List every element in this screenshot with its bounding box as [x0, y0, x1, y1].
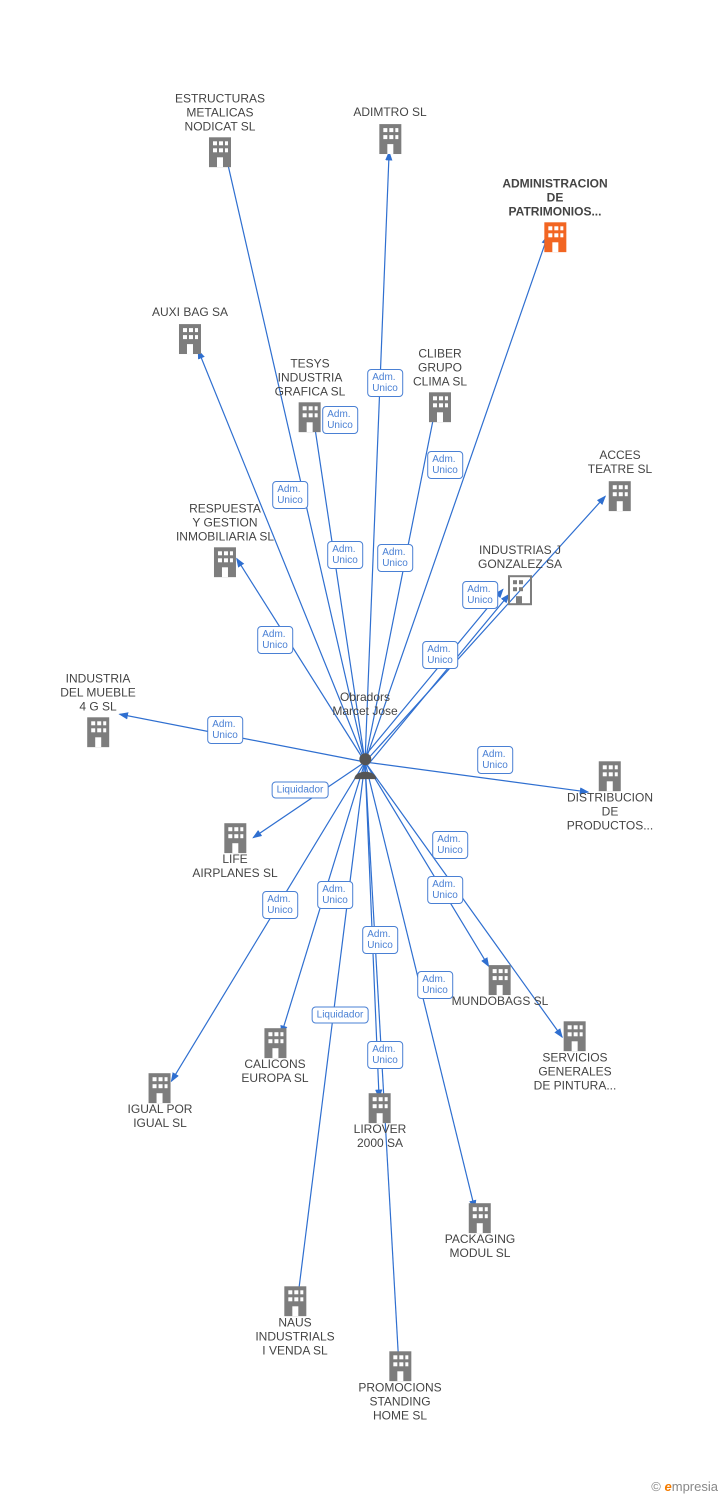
edge-label: Adm. Unico [417, 971, 453, 999]
company-node: PACKAGING MODUL SL [445, 1199, 515, 1261]
company-node-label: ESTRUCTURAS METALICAS NODICAT SL [175, 92, 265, 133]
building-icon [255, 1284, 334, 1316]
building-icon [354, 1091, 407, 1123]
building-icon [478, 574, 562, 606]
edge-label: Adm. Unico [367, 1041, 403, 1069]
company-node: ADMINISTRACION DE PATRIMONIOS... [502, 177, 607, 252]
company-node: AUXI BAG SA [152, 306, 228, 354]
edge-label: Adm. Unico [272, 481, 308, 509]
building-icon [588, 479, 652, 511]
company-node: MUNDOBAGS SL [452, 961, 549, 1009]
company-node: INDUSTRIA DEL MUEBLE 4 G SL [60, 672, 136, 747]
person-icon [332, 751, 397, 779]
edge-label: Adm. Unico [477, 746, 513, 774]
building-icon [534, 1019, 617, 1051]
edge-label: Adm. Unico [257, 626, 293, 654]
company-node: INDUSTRIAS J GONZALEZ SA [478, 544, 562, 606]
company-node-label: NAUS INDUSTRIALS I VENDA SL [255, 1316, 334, 1357]
edge-label: Adm. Unico [362, 926, 398, 954]
company-node: SERVICIOS GENERALES DE PINTURA... [534, 1017, 617, 1092]
edge-label: Adm. Unico [427, 876, 463, 904]
edge-label: Adm. Unico [327, 541, 363, 569]
company-node-label: INDUSTRIA DEL MUEBLE 4 G SL [60, 672, 136, 713]
building-icon [445, 1201, 515, 1233]
brand-rest: mpresia [672, 1479, 718, 1494]
building-icon [60, 716, 136, 748]
building-icon [128, 1071, 193, 1103]
company-node: IGUAL POR IGUAL SL [128, 1069, 193, 1131]
edge-label: Adm. Unico [367, 369, 403, 397]
company-node-label: RESPUESTA Y GESTION INMOBILIARIA SL [176, 502, 274, 543]
building-icon [152, 322, 228, 354]
company-node-label: ADMINISTRACION DE PATRIMONIOS... [502, 177, 607, 218]
company-node-label: PACKAGING MODUL SL [445, 1233, 515, 1261]
edge-label: Adm. Unico [322, 406, 358, 434]
edge-label: Adm. Unico [317, 881, 353, 909]
company-node: PROMOCIONS STANDING HOME SL [358, 1347, 441, 1422]
company-node: TESYS INDUSTRIA GRAFICA SL [275, 357, 346, 432]
company-node-label: IGUAL POR IGUAL SL [128, 1103, 193, 1131]
company-node-label: LIFE AIRPLANES SL [192, 853, 277, 881]
company-node-label: CLIBER GRUPO CLIMA SL [413, 347, 467, 388]
company-node: NAUS INDUSTRIALS I VENDA SL [255, 1282, 334, 1357]
building-icon [567, 759, 653, 791]
company-node: LIFE AIRPLANES SL [192, 819, 277, 881]
edge-label: Adm. Unico [427, 451, 463, 479]
edge-label: Adm. Unico [432, 831, 468, 859]
building-icon [358, 1349, 441, 1381]
building-icon [353, 122, 426, 154]
company-node: DISTRIBUCION DE PRODUCTOS... [567, 757, 653, 832]
company-node-label: MUNDOBAGS SL [452, 995, 549, 1009]
company-node-label: CALICONS EUROPA SL [241, 1058, 308, 1086]
edge-label: Adm. Unico [262, 891, 298, 919]
company-node-label: AUXI BAG SA [152, 306, 228, 320]
company-node: RESPUESTA Y GESTION INMOBILIARIA SL [176, 502, 274, 577]
company-node-label: ADIMTRO SL [353, 106, 426, 120]
watermark: © empresia [651, 1479, 718, 1494]
edge-label: Adm. Unico [377, 544, 413, 572]
company-node-label: TESYS INDUSTRIA GRAFICA SL [275, 357, 346, 398]
building-icon [502, 221, 607, 253]
company-node-label: SERVICIOS GENERALES DE PINTURA... [534, 1051, 617, 1092]
building-icon [192, 821, 277, 853]
building-icon [175, 136, 265, 168]
center-person-node: Obradors Marcet Jose [332, 721, 397, 779]
network-canvas: Obradors Marcet Jose ESTRUCTURAS METALIC… [0, 0, 728, 1500]
edge-label: Adm. Unico [422, 641, 458, 669]
company-node-label: ACCES TEATRE SL [588, 449, 652, 477]
edge-label: Liquidador [272, 782, 329, 799]
company-node-label: DISTRIBUCION DE PRODUCTOS... [567, 791, 653, 832]
company-node: ADIMTRO SL [353, 106, 426, 154]
company-node-label: INDUSTRIAS J GONZALEZ SA [478, 544, 562, 572]
building-icon [275, 401, 346, 433]
building-icon [176, 546, 274, 578]
edge-label: Adm. Unico [462, 581, 498, 609]
building-icon [452, 963, 549, 995]
company-node: ACCES TEATRE SL [588, 449, 652, 511]
company-node: CALICONS EUROPA SL [241, 1024, 308, 1086]
company-node-label: LIROVER 2000 SA [354, 1123, 407, 1151]
edge-label: Adm. Unico [207, 716, 243, 744]
building-icon [413, 391, 467, 423]
company-node-label: PROMOCIONS STANDING HOME SL [358, 1381, 441, 1422]
edges-layer [0, 0, 728, 1500]
brand-first-letter: e [665, 1479, 672, 1494]
company-node: ESTRUCTURAS METALICAS NODICAT SL [175, 92, 265, 167]
copyright-symbol: © [651, 1479, 661, 1494]
center-node-label: Obradors Marcet Jose [332, 691, 397, 719]
building-icon [241, 1026, 308, 1058]
company-node: CLIBER GRUPO CLIMA SL [413, 347, 467, 422]
company-node: LIROVER 2000 SA [354, 1089, 407, 1151]
edge-label: Liquidador [312, 1007, 369, 1024]
